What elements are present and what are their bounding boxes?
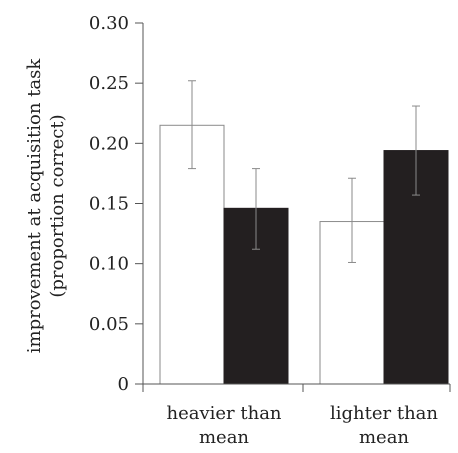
error-bars-group — [188, 80, 420, 263]
category-label: mean — [359, 427, 409, 448]
y-tick-label: 0.25 — [89, 73, 129, 94]
y-tick-label: 0.15 — [89, 194, 129, 215]
y-axis-title-line-2: (proportion correct) — [47, 114, 68, 297]
y-tick-label: 0.30 — [89, 13, 129, 34]
category-labels-group: heavier than mean lighter than mean — [166, 403, 438, 448]
y-tick-label: 0 — [118, 374, 129, 395]
y-ticks-group: 0 0.05 0.10 0.15 0.20 0.25 0.30 — [89, 13, 143, 395]
category-label: heavier than — [166, 403, 281, 424]
category-label: mean — [199, 427, 249, 448]
y-axis-title-line-1: improvement at acquisition task — [24, 58, 45, 354]
y-tick-label: 0.20 — [89, 133, 129, 154]
x-ticks-group — [142, 384, 451, 392]
category-label: lighter than — [330, 403, 438, 424]
y-tick-label: 0.05 — [89, 314, 129, 335]
y-tick-label: 0.10 — [89, 254, 129, 275]
bars-group — [159, 124, 449, 385]
